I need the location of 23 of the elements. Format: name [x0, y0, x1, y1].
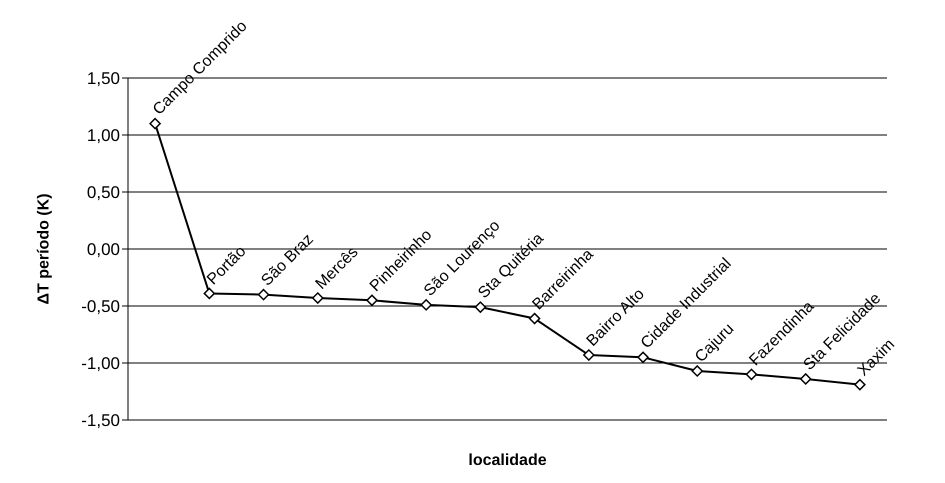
point [149, 118, 161, 130]
point [692, 365, 703, 377]
y-tick-label: -1,00 [81, 354, 120, 374]
point [366, 294, 378, 306]
y-tick-label: 0,50 [86, 183, 120, 202]
point [746, 368, 758, 380]
y-tick-label: 0,00 [86, 240, 120, 260]
point [258, 288, 270, 300]
y-tick-label: -1,50 [81, 411, 120, 430]
point [420, 299, 432, 311]
y-tick-label: 1,50 [86, 69, 120, 88]
point [528, 312, 540, 324]
y-axis-title: ΔT período (K) [36, 193, 53, 305]
point [583, 349, 595, 361]
point [204, 288, 216, 300]
point [854, 378, 866, 390]
point [800, 373, 812, 385]
point [637, 352, 649, 364]
x-axis-title: localidade [468, 452, 547, 469]
point [474, 301, 486, 313]
y-tick-label: -0,50 [81, 297, 120, 316]
y-tick-label: 1,00 [86, 126, 120, 146]
point [312, 292, 324, 304]
